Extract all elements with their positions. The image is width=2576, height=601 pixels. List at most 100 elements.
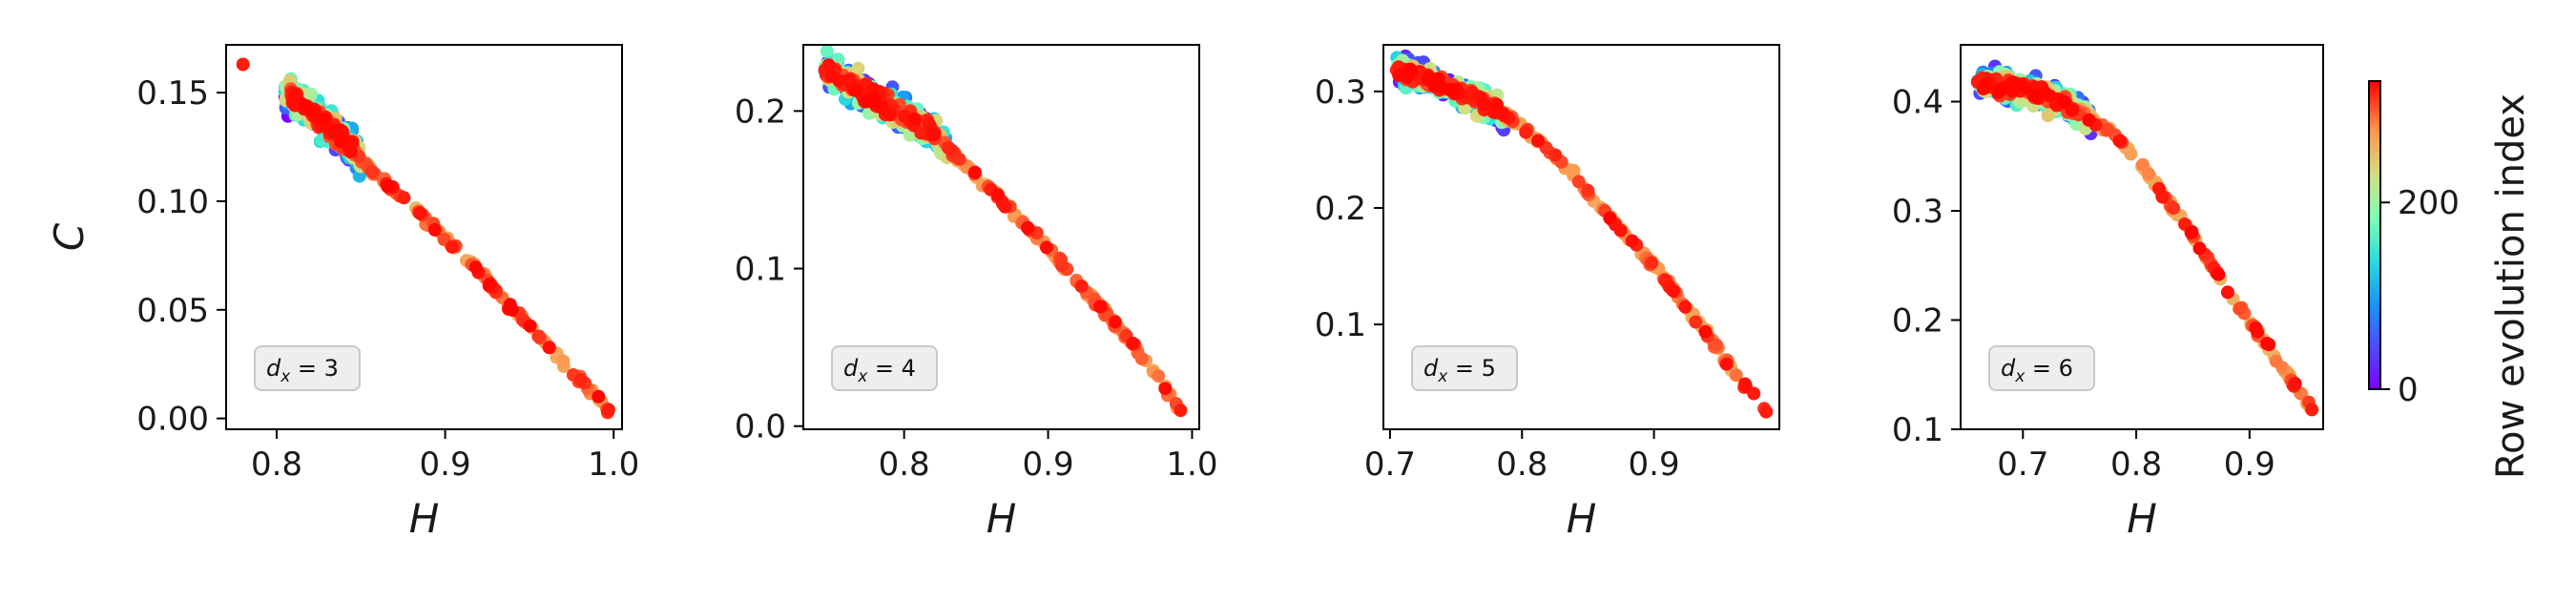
data-point <box>2184 225 2198 239</box>
data-point <box>2262 338 2276 352</box>
data-point <box>1477 97 1491 112</box>
axes-frame <box>1960 44 2324 430</box>
data-point <box>922 117 936 132</box>
data-point <box>1444 83 1459 97</box>
data-point <box>967 165 982 179</box>
data-point <box>2065 103 2079 117</box>
data-point <box>1152 369 1166 383</box>
data-point <box>468 260 483 275</box>
colorbar-tick-label: 200 <box>2398 184 2460 222</box>
x-tick-label: 1.0 <box>1166 446 1217 484</box>
x-tick-label: 0.8 <box>1496 446 1548 484</box>
data-point <box>821 58 836 73</box>
annotation-box <box>254 345 361 391</box>
data-point <box>1531 134 1546 148</box>
data-point <box>1581 183 1595 197</box>
data-point <box>2152 181 2166 196</box>
scatter-panel-3: 0.7 0.8 0.9 0.1 0.2 0.3 Hdx = 5 <box>1315 44 1780 542</box>
data-point <box>2212 267 2226 281</box>
data-point <box>2056 94 2070 109</box>
data-point <box>445 239 459 254</box>
annotation-text: dx = 6 <box>2001 355 2073 386</box>
data-points <box>818 45 1188 418</box>
y-tick-label: 0.3 <box>1315 73 1366 112</box>
data-point <box>820 45 834 58</box>
data-point <box>1667 284 1680 298</box>
annotation-box <box>831 345 938 391</box>
x-axis-label: H <box>2127 495 2157 542</box>
data-point <box>2136 157 2150 172</box>
data-point <box>329 124 343 138</box>
data-point <box>573 373 588 387</box>
data-point <box>2305 403 2319 417</box>
data-point <box>2005 75 2020 90</box>
data-point <box>1490 97 1504 112</box>
data-point <box>288 88 302 102</box>
x-tick-label: 0.8 <box>251 446 302 484</box>
data-point <box>1074 280 1089 293</box>
data-point <box>1134 352 1149 365</box>
data-point <box>824 69 839 83</box>
data-point <box>2167 201 2181 216</box>
data-point <box>483 277 497 291</box>
data-point <box>1040 240 1053 255</box>
data-point <box>1738 379 1753 393</box>
data-point <box>1431 72 1445 86</box>
data-point <box>2101 123 2115 137</box>
data-point <box>1403 62 1418 76</box>
data-point <box>1719 357 1734 371</box>
y-tick-label: 0.10 <box>136 183 209 221</box>
data-point <box>1689 315 1703 329</box>
colorbar: 0 200 Row evolution index <box>2368 80 2533 479</box>
x-tick-label: 0.8 <box>879 446 930 484</box>
data-point <box>2112 134 2127 148</box>
data-point <box>2233 301 2247 316</box>
data-point <box>1978 78 1992 93</box>
data-point <box>1055 259 1070 273</box>
data-point <box>1729 368 1743 383</box>
scatter-panel-4: 0.7 0.8 0.9 0.1 0.2 0.3 0.4 Hdx = 6 <box>1892 44 2324 542</box>
data-point <box>1519 125 1533 139</box>
data-point <box>907 112 922 126</box>
y-tick-label: 0.2 <box>1892 302 1943 341</box>
data-point <box>1174 404 1188 418</box>
data-points <box>1389 49 1774 419</box>
annotation-box <box>1411 345 1518 391</box>
data-point <box>592 389 606 404</box>
data-point <box>1698 324 1713 339</box>
data-point <box>2220 285 2234 300</box>
data-point <box>991 188 1006 202</box>
y-tick-label: 0.0 <box>735 408 786 446</box>
data-point <box>1021 220 1035 235</box>
x-tick-label: 0.9 <box>2224 446 2275 484</box>
data-point <box>865 82 880 96</box>
data-point <box>1625 234 1639 248</box>
data-point <box>1571 175 1586 189</box>
data-point <box>2124 147 2138 161</box>
data-point <box>523 319 537 333</box>
data-point <box>334 135 348 149</box>
x-tick-label: 0.9 <box>1023 446 1074 484</box>
y-tick-label: 0.1 <box>1892 411 1943 449</box>
data-point <box>381 179 395 194</box>
data-point <box>427 222 442 237</box>
y-axis-label: C <box>46 222 93 251</box>
data-point <box>1645 256 1659 270</box>
x-axis-label: H <box>987 495 1017 542</box>
annotation-text: dx = 3 <box>266 355 339 386</box>
y-tick-label: 0.05 <box>136 292 209 330</box>
data-point <box>1759 404 1774 419</box>
data-point <box>531 329 546 343</box>
x-axis-label: H <box>1567 495 1597 542</box>
y-tick-label: 0.00 <box>136 401 209 439</box>
data-point <box>1603 211 1617 225</box>
y-tick-label: 0.1 <box>735 251 786 289</box>
scatter-panel-1: 0.8 0.9 1.0 0.00 0.05 0.10 0.15 H Cdx = 3 <box>46 44 639 542</box>
x-tick-label: 1.0 <box>588 446 639 484</box>
colorbar-label: Row evolution index <box>2489 93 2533 479</box>
data-point <box>556 354 571 368</box>
data-point <box>2288 376 2302 390</box>
data-point <box>898 109 912 123</box>
data-point <box>1992 84 2006 98</box>
